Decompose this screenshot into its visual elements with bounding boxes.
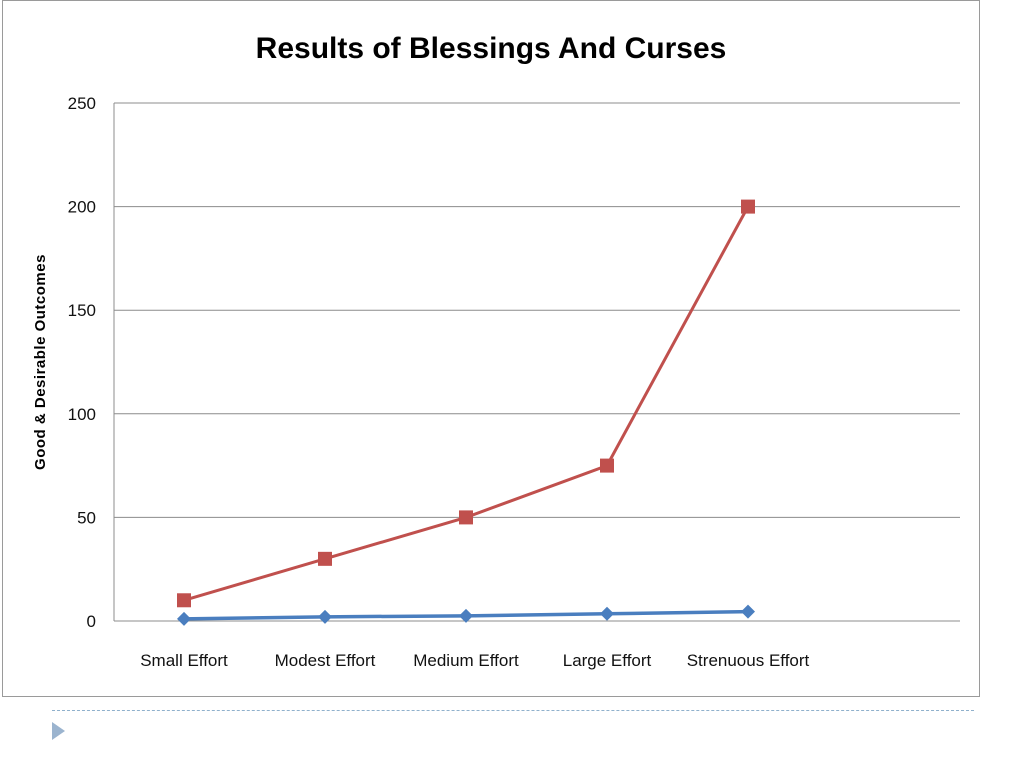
data-point xyxy=(600,458,614,473)
data-point xyxy=(177,593,191,608)
x-tick-label: Medium Effort xyxy=(413,651,519,670)
data-point xyxy=(459,608,473,623)
y-tick-label: 150 xyxy=(68,301,96,320)
x-tick-label: Small Effort xyxy=(140,651,228,670)
x-tick-labels: Small Effort Modest Effort Medium Effort La… xyxy=(140,651,809,670)
data-point xyxy=(318,609,332,624)
x-tick-label: Modest Effort xyxy=(275,651,376,670)
chart-frame xyxy=(2,0,980,697)
x-tick-label: Strenuous Effort xyxy=(687,651,810,670)
data-point xyxy=(741,199,755,214)
chart-title: Results of Blessings And Curses xyxy=(256,32,727,65)
y-tick-label: 100 xyxy=(68,405,96,424)
y-axis-label: Good & Desirable Outcomes xyxy=(32,254,49,470)
data-point xyxy=(318,551,332,566)
y-tick-label: 250 xyxy=(68,94,96,113)
series-line xyxy=(183,205,750,602)
series-lines xyxy=(177,199,755,626)
data-point xyxy=(177,611,191,626)
y-tick-labels: 0 50 100 150 200 250 xyxy=(68,94,96,631)
triangle-right-icon xyxy=(52,722,65,740)
gridlines xyxy=(113,102,960,622)
series-group xyxy=(177,199,755,608)
series-group xyxy=(177,604,755,626)
y-tick-label: 200 xyxy=(68,198,96,217)
data-point xyxy=(600,606,614,621)
data-point xyxy=(459,510,473,525)
slide-separator xyxy=(52,710,974,711)
y-tick-label: 0 xyxy=(87,612,96,631)
data-point xyxy=(741,604,755,619)
y-tick-label: 50 xyxy=(77,508,96,527)
x-tick-label: Large Effort xyxy=(563,651,652,670)
